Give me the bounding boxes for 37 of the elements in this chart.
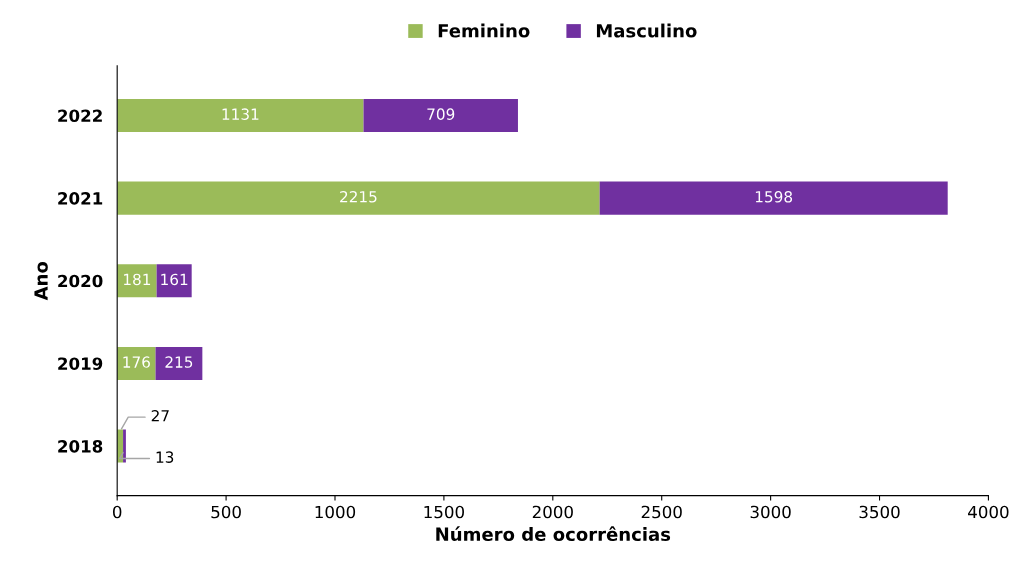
x-tick-label: 1000 bbox=[315, 505, 356, 519]
x-tick-label: 3500 bbox=[859, 505, 900, 519]
data-label: 1598 bbox=[755, 191, 793, 203]
y-tick-label: 2020 bbox=[58, 274, 103, 288]
x-tick-label: 4000 bbox=[968, 505, 1009, 519]
y-tick-label: 2018 bbox=[58, 440, 103, 453]
data-label: 161 bbox=[161, 273, 188, 286]
x-tick-label: 1500 bbox=[424, 505, 464, 519]
legend-label: Feminino bbox=[438, 23, 530, 38]
x-axis-title: Número de ocorrências bbox=[436, 526, 671, 542]
data-label: 27 bbox=[151, 410, 169, 422]
x-tick-label: 500 bbox=[211, 505, 241, 519]
data-label: 709 bbox=[427, 108, 455, 120]
bar bbox=[117, 181, 600, 215]
y-axis-title: Ano bbox=[34, 261, 48, 301]
x-tick-label: 0 bbox=[112, 505, 122, 519]
bar bbox=[117, 346, 156, 380]
data-label: 215 bbox=[165, 356, 193, 368]
data-label: 1131 bbox=[222, 108, 259, 120]
bar bbox=[123, 429, 126, 463]
y-tick-label: 2021 bbox=[58, 192, 103, 205]
y-tick-label: 2019 bbox=[58, 357, 103, 370]
x-tick-label: 3000 bbox=[750, 505, 791, 519]
bar bbox=[156, 264, 192, 298]
bar bbox=[117, 264, 157, 298]
data-label: 13 bbox=[156, 451, 174, 463]
legend-label: Masculino bbox=[596, 23, 697, 38]
data-label: 2215 bbox=[340, 191, 377, 203]
x-tick-label: 2500 bbox=[641, 505, 682, 519]
bar bbox=[117, 98, 364, 133]
data-label: 176 bbox=[123, 356, 150, 368]
bar bbox=[599, 181, 948, 215]
bar bbox=[363, 98, 518, 133]
y-tick-label: 2022 bbox=[58, 109, 102, 123]
data-label: 181 bbox=[123, 273, 151, 286]
bar bbox=[155, 346, 203, 380]
x-tick-label: 2000 bbox=[532, 505, 573, 519]
